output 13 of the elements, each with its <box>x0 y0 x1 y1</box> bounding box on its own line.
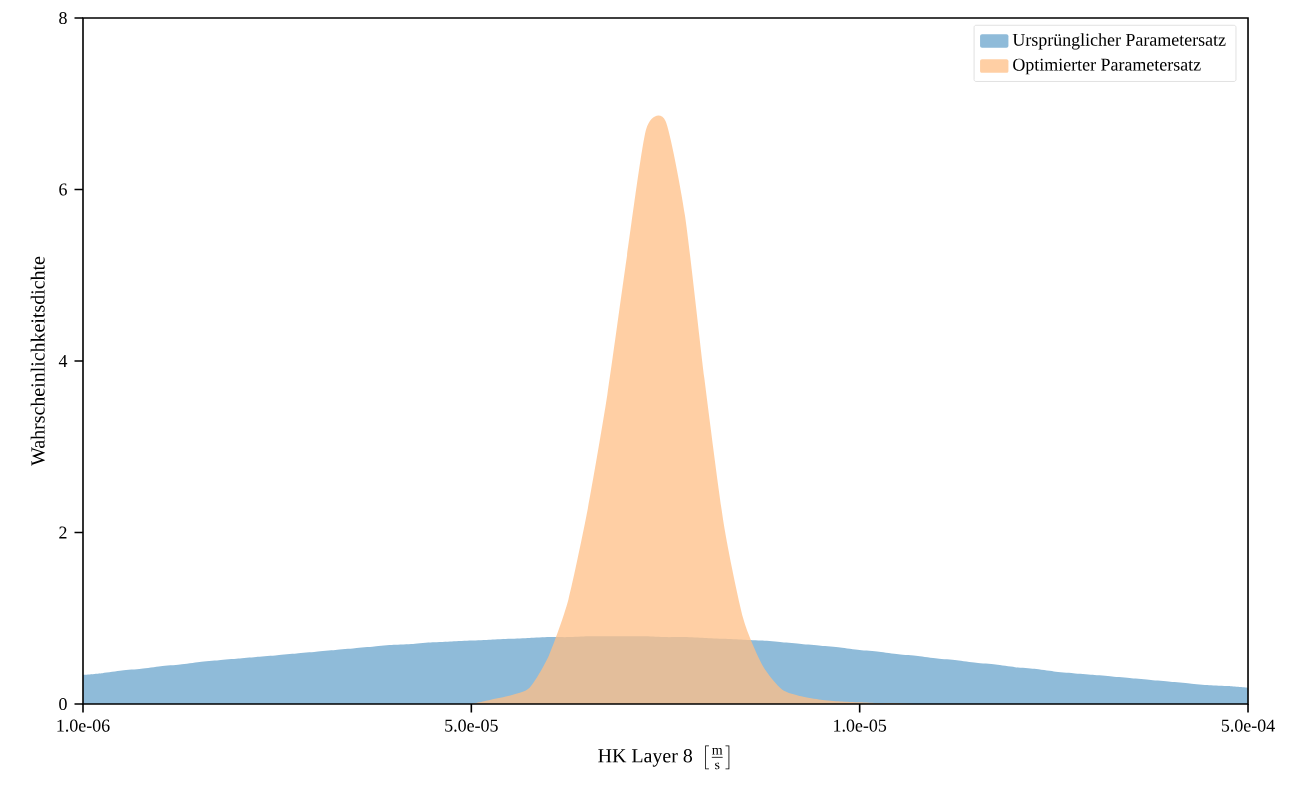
legend-label: Ursprünglicher Parametersatz <box>1012 33 1226 50</box>
x-tick-label: 5.0e-05 <box>445 719 498 732</box>
x-axis-title: $\mathrm{HK\ Layer\ 8}\ \left[\frac{\mathrm{m}}{\mathrm{s}}\right]$ <box>598 745 730 770</box>
y-axis-title: Wahrscheinlichkeitsdichte <box>30 256 45 466</box>
x-tick-label: 5.0e-04 <box>1221 719 1275 732</box>
y-tick-label: 8 <box>59 11 67 25</box>
y-tick-label: 4 <box>58 355 68 367</box>
y-tick-label: 6 <box>59 183 67 196</box>
y-tick-label: 0 <box>59 697 67 711</box>
x-tick-label: 1.0e-05 <box>834 719 887 732</box>
x-tick-label: 1.0e-06 <box>57 719 110 732</box>
legend-label: Optimierter Parametersatz <box>1013 58 1201 75</box>
y-tick-label: 2 <box>59 526 67 539</box>
